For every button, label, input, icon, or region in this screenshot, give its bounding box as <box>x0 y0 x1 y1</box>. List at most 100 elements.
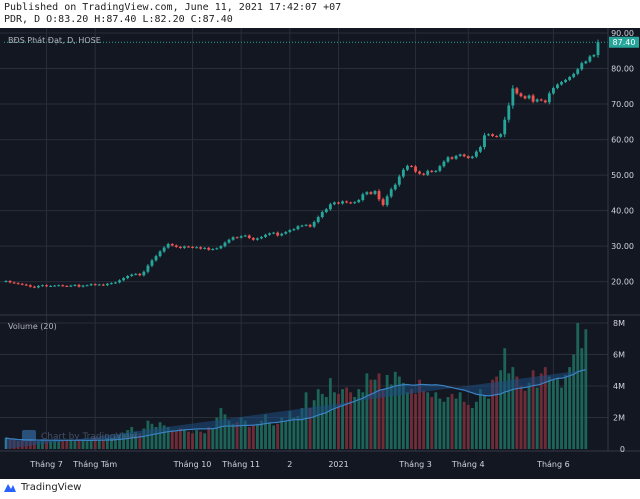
volume-bar <box>418 379 422 449</box>
footer-brand: TradingView <box>21 481 82 493</box>
volume-bar <box>410 389 413 449</box>
volume-bar <box>547 376 551 449</box>
volume-bar <box>114 436 117 449</box>
candle-body <box>122 278 126 281</box>
volume-bar <box>223 414 227 449</box>
volume-bar <box>470 408 474 449</box>
candle-body <box>207 247 211 250</box>
volume-bar <box>345 387 349 449</box>
price-tick-label: 60.00 <box>611 136 634 145</box>
volume-bar <box>235 422 239 449</box>
watermark: Chart by TradingView <box>22 430 137 442</box>
volume-bar <box>105 437 109 449</box>
candle-body <box>300 225 304 227</box>
candle-body <box>531 95 535 102</box>
price-tick-label: 70.00 <box>611 100 634 109</box>
price-axis[interactable]: 20.00 30.00 40.00 50.00 60.00 70.00 80.00 90.00 <box>611 29 634 287</box>
candle-body <box>138 273 142 276</box>
candle-body <box>365 192 369 195</box>
volume-bar <box>41 439 44 449</box>
volume-bar <box>328 378 332 449</box>
candles <box>4 39 600 289</box>
volume-bar <box>162 425 166 449</box>
candle-body <box>385 196 389 205</box>
volume-bar <box>495 376 499 449</box>
volume-bar <box>523 390 527 449</box>
volume-bar <box>37 441 40 449</box>
volume-bar <box>264 414 267 449</box>
time-axis[interactable]: Tháng 7 Tháng Tám Tháng 10 Tháng 11 2 2021 Thá… <box>29 460 569 469</box>
candle-body <box>406 165 409 170</box>
candle-body <box>110 283 113 285</box>
candle-body <box>353 202 357 204</box>
volume-bar <box>491 379 494 449</box>
volume-bar <box>320 393 324 449</box>
candle-body <box>178 246 182 248</box>
time-tick-label: Tháng 3 <box>398 460 432 469</box>
volume-bar <box>195 430 198 449</box>
volume-bar <box>280 417 284 449</box>
price-tick-label: 40.00 <box>611 207 634 216</box>
volume-bar <box>97 439 101 449</box>
volume-bar <box>272 425 276 449</box>
candle-body <box>333 202 336 205</box>
candle-body <box>564 79 567 83</box>
price-tick-label: 90.00 <box>611 29 634 38</box>
volume-bar <box>166 426 170 449</box>
candle-body <box>503 119 507 135</box>
volume-bar <box>576 323 580 449</box>
candle-body <box>41 285 44 287</box>
volume-bar <box>45 441 48 449</box>
volume-bar <box>568 367 572 449</box>
volume-bar <box>389 384 393 449</box>
volume-bar <box>158 422 162 449</box>
volume-bar <box>519 386 523 449</box>
candle-body <box>454 155 458 159</box>
volume-bar <box>118 434 121 449</box>
volume-bar <box>288 411 292 449</box>
volume-bar <box>243 420 247 449</box>
footer: TradingView <box>3 481 81 493</box>
candle-body <box>219 246 223 249</box>
candle-body <box>519 93 523 97</box>
volume-bar <box>454 398 458 449</box>
candle-body <box>438 166 442 171</box>
candle-body <box>191 246 194 248</box>
candle-body <box>572 73 576 78</box>
volume-bar <box>422 390 426 449</box>
volume-bar <box>458 392 462 449</box>
candle-body <box>158 251 162 257</box>
candle-body <box>276 232 280 236</box>
volume-tick-label: 6M <box>613 351 625 360</box>
candle-body <box>24 284 28 286</box>
volume-bar <box>406 392 409 449</box>
volume-bar <box>69 439 73 449</box>
candle-body <box>483 135 486 148</box>
candle-body <box>37 285 40 288</box>
candle-body <box>182 246 186 248</box>
volume-axis[interactable]: 0 2M 4M 6M 8M <box>613 319 625 454</box>
candle-body <box>231 237 235 240</box>
candle-body <box>349 202 353 204</box>
volume-bar <box>572 354 576 449</box>
volume-bar <box>357 389 361 449</box>
price-volume-chart[interactable]: 20.00 30.00 40.00 50.00 60.00 70.00 80.00 90.00… <box>0 28 640 479</box>
volume-bar <box>138 433 142 449</box>
volume-bar <box>543 367 547 449</box>
candle-body <box>430 170 434 172</box>
watermark-text: Chart by TradingView <box>41 432 137 442</box>
candle-body <box>8 280 12 283</box>
volume-bar <box>268 422 271 449</box>
candle-body <box>312 222 316 227</box>
candle-body <box>328 204 332 210</box>
volume-bar <box>539 373 543 449</box>
candle-body <box>81 285 85 287</box>
candle-body <box>316 217 320 222</box>
candle-body <box>296 226 300 230</box>
volume-bar <box>560 387 563 449</box>
volume-bar <box>385 374 389 449</box>
volume-bar <box>142 428 146 449</box>
candle-body <box>53 285 57 287</box>
candle-body <box>65 285 69 287</box>
candle-body <box>588 56 592 62</box>
